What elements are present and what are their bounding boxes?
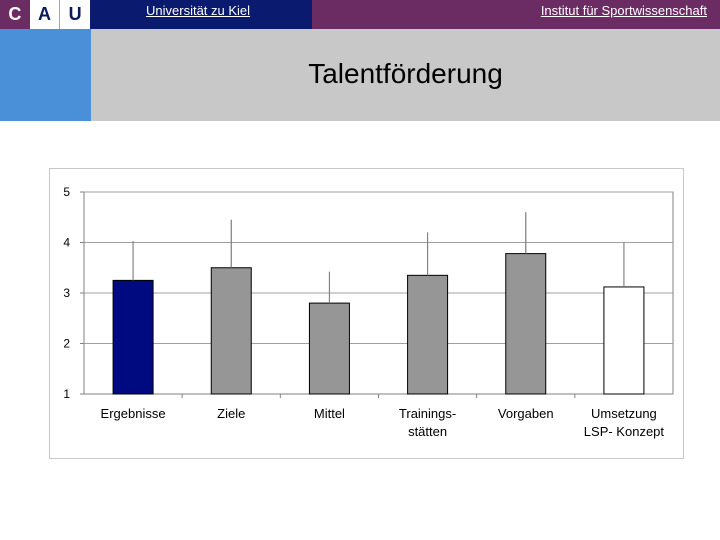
title-band: Talentförderung: [91, 29, 720, 121]
x-category-label: LSP- Konzept: [584, 424, 665, 439]
institute-link[interactable]: Institut für Sportwissenschaft: [540, 3, 707, 18]
y-tick-label: 5: [63, 185, 70, 199]
page-title: Talentförderung: [308, 58, 503, 89]
bar: [603, 286, 645, 395]
bar: [407, 274, 449, 395]
x-category-label: Ziele: [217, 406, 245, 421]
chart-frame: 1 2 3 4 5 Ergebnisse Ziele Mittel Trainings-stät…: [49, 168, 684, 459]
x-category-label: Vorgaben: [498, 406, 554, 421]
university-link[interactable]: Universität zu Kiel: [146, 3, 251, 18]
y-tick-label: 3: [63, 286, 70, 300]
logo-letter: C: [0, 0, 30, 29]
x-category-label: Mittel: [314, 406, 345, 421]
bar-chart: 1 2 3 4 5 Ergebnisse Ziele Mittel Trainings-stät…: [63, 185, 674, 439]
x-category-label: stätten: [408, 424, 447, 439]
y-tick-label: 1: [63, 387, 70, 401]
university-bar: [90, 0, 312, 29]
x-category-label: Ergebnisse: [101, 406, 166, 421]
x-category-label: Umsetzung: [591, 406, 657, 421]
institute-bar: [312, 0, 720, 29]
side-accent-panel: [0, 29, 91, 121]
logo-letter: A: [30, 0, 61, 29]
top-bar: C A U Universität zu Kiel Institut für S…: [0, 0, 720, 29]
logo-letter: U: [68, 4, 82, 24]
y-tick-label: 4: [63, 236, 70, 250]
bar: [210, 267, 252, 395]
bar: [112, 279, 154, 395]
cau-logo[interactable]: C A U: [0, 0, 90, 29]
y-tick-label: 2: [63, 337, 70, 351]
bar: [308, 302, 350, 395]
x-category-label: Trainings-: [399, 406, 456, 421]
bar: [505, 253, 547, 395]
